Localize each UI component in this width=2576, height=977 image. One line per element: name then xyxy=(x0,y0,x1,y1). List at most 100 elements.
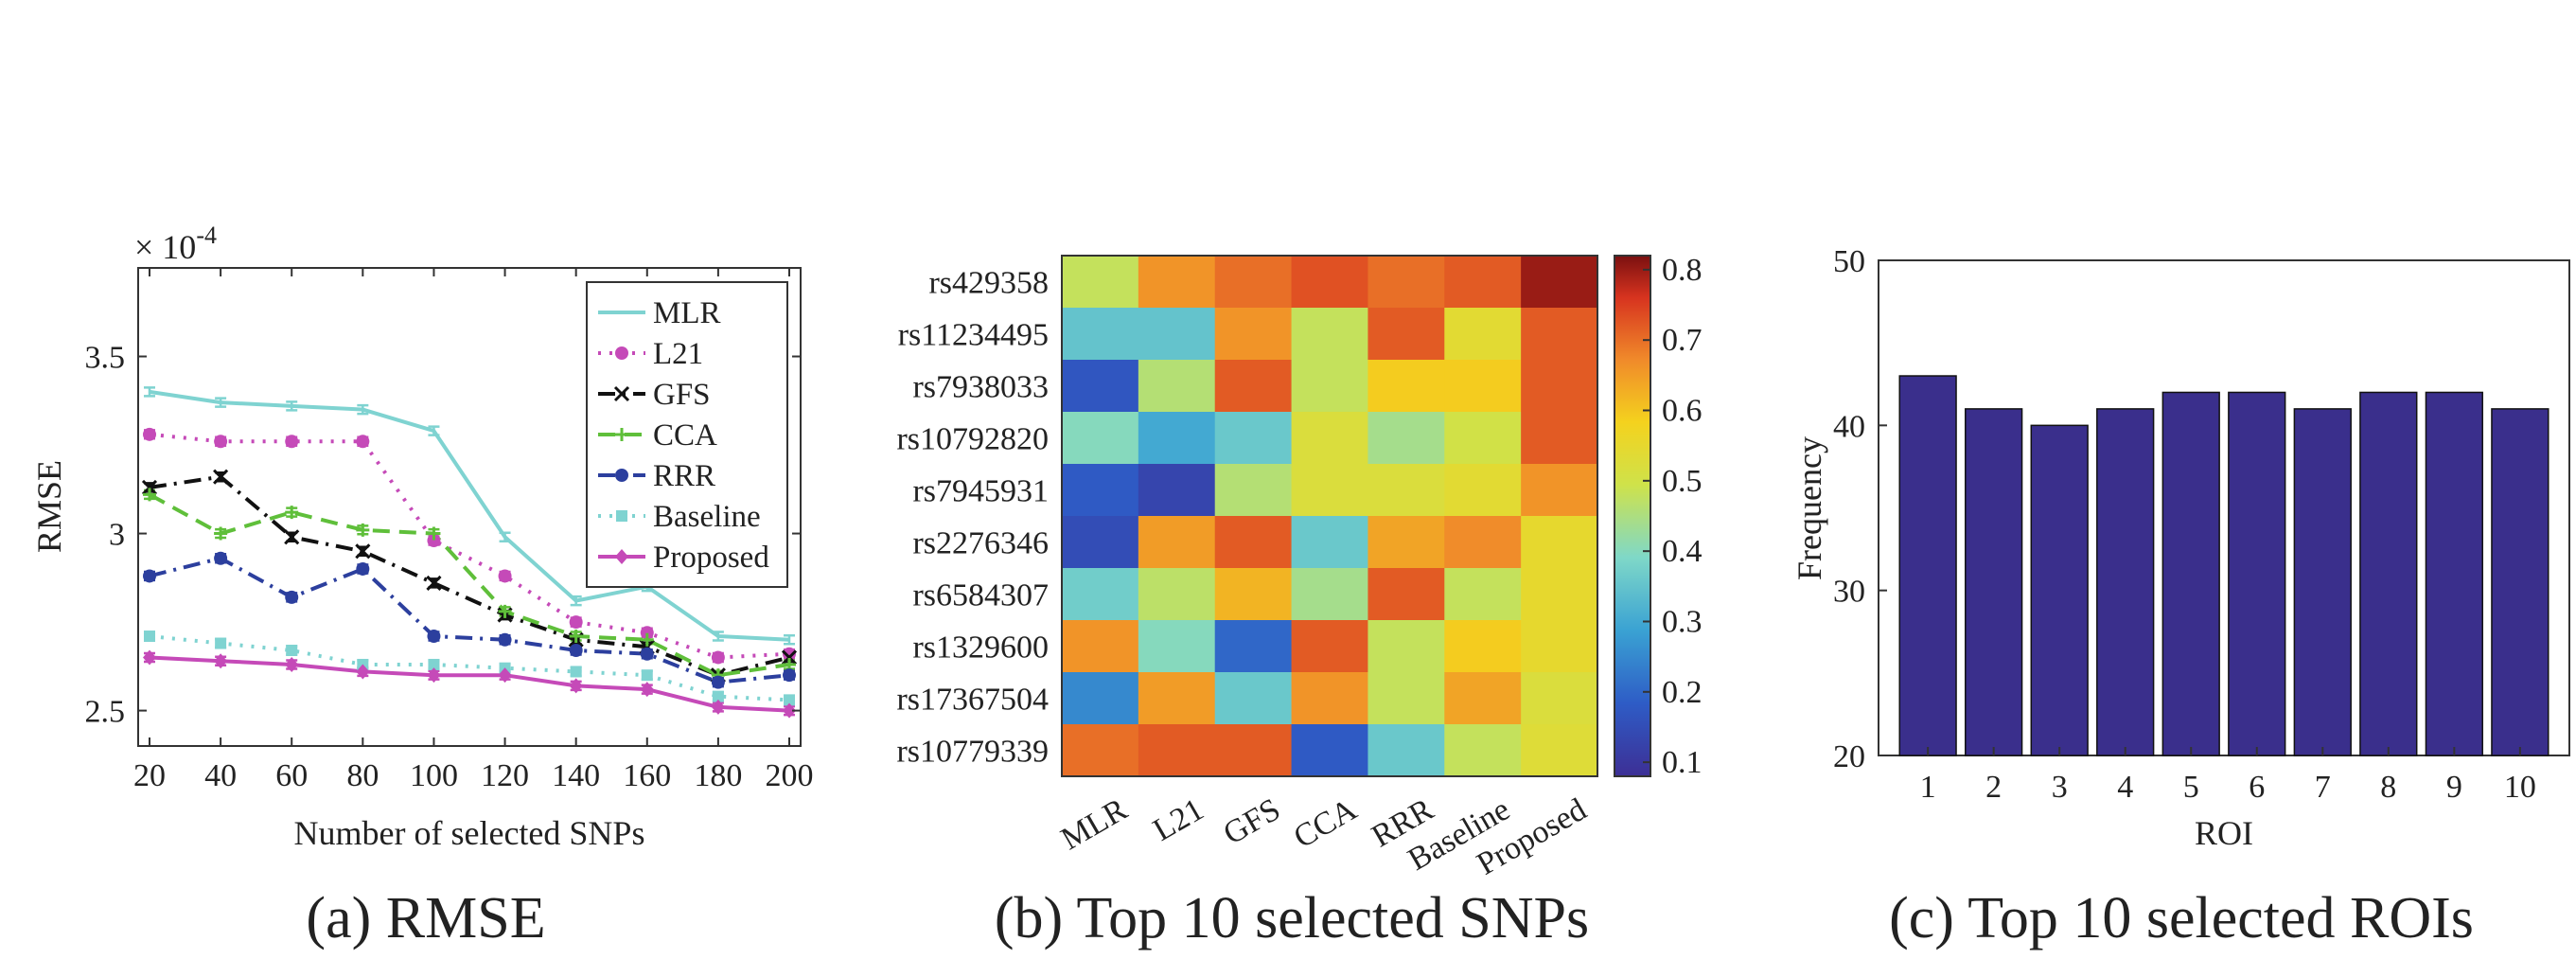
rmse-markers xyxy=(141,427,798,719)
heatmap-cell-rs7945931-rrr xyxy=(1367,464,1445,517)
heatmap-cell-rs7945931-l21 xyxy=(1138,464,1216,517)
data-point-cca xyxy=(143,488,156,502)
heatmap-cell-rs7945931-proposed xyxy=(1521,464,1598,517)
legend-label: Baseline xyxy=(653,500,761,534)
data-point-l21 xyxy=(569,615,583,630)
y-tick-label: 3 xyxy=(109,518,125,553)
series-line-proposed xyxy=(149,655,790,713)
heatmap-cell-rs1329600-rrr xyxy=(1367,620,1445,673)
heatmap-cell-rs7938033-mlr xyxy=(1062,360,1139,413)
rmse-caption: (a) RMSE xyxy=(306,886,545,950)
heatmap-cell-rs429358-rrr xyxy=(1367,256,1445,309)
colorbar-tick-label: 0.7 xyxy=(1662,323,1703,358)
heatmap-cell-rs6584307-baseline xyxy=(1444,568,1522,621)
roi-bar-3 xyxy=(2030,424,2089,756)
data-point-proposed xyxy=(427,667,441,684)
data-point-proposed xyxy=(214,653,228,669)
heatmap-cell-rs429358-l21 xyxy=(1138,256,1216,309)
heatmap-cell-rs10792820-l21 xyxy=(1138,412,1216,465)
roi-bar-9 xyxy=(2425,391,2483,756)
y-tick-label: 40 xyxy=(1833,409,1865,444)
heatmap-cell-rs429358-mlr xyxy=(1062,256,1139,309)
heatmap-row-label: rs7938033 xyxy=(912,370,1049,405)
x-tick-label: 100 xyxy=(410,758,458,793)
rmse-panel: 20 40 60 80 100 120 140 160 180 200 2.5 3 3.5 × 10-… xyxy=(30,222,814,950)
data-point-baseline xyxy=(144,631,155,643)
heatmap-cell-rs6584307-rrr xyxy=(1367,568,1445,621)
data-point-rrr xyxy=(356,561,370,576)
legend-item-baseline: Baseline xyxy=(598,500,761,534)
heatmap-cell-rs10779339-rrr xyxy=(1367,724,1445,777)
colorbar-ticks: 0.1 0.2 0.3 0.4 0.5 0.6 0.7 0.8 xyxy=(1643,253,1703,780)
colorbar-tick-label: 0.8 xyxy=(1662,253,1703,288)
heatmap-row-label: rs6584307 xyxy=(912,578,1049,613)
heatmap-cell-rs429358-baseline xyxy=(1444,256,1522,309)
rmse-y-ticks: 2.5 3 3.5 xyxy=(85,341,801,730)
heatmap-cell-rs7938033-rrr xyxy=(1367,360,1445,413)
heatmap-cells xyxy=(1062,256,1598,777)
heatmap-cell-rs11234495-baseline xyxy=(1444,308,1522,361)
x-tick-label: 120 xyxy=(481,758,529,793)
data-point-rrr xyxy=(783,668,796,683)
heatmap-cell-rs1329600-cca xyxy=(1291,620,1368,673)
data-point-cca xyxy=(640,632,654,647)
x-tick-label: 4 xyxy=(2117,770,2133,805)
legend-item-l21: L21 xyxy=(598,337,703,371)
y-tick-label: 20 xyxy=(1833,739,1865,774)
heatmap-cell-rs10779339-gfs xyxy=(1214,724,1293,777)
y-tick-label: 3.5 xyxy=(85,341,126,376)
heatmap-cell-rs429358-cca xyxy=(1291,256,1368,309)
x-tick-label: 20 xyxy=(133,758,166,793)
y-tick-label: 2.5 xyxy=(85,695,126,730)
heatmap-cell-rs6584307-mlr xyxy=(1062,568,1139,621)
data-point-cca xyxy=(569,630,583,644)
heatmap-cell-rs7938033-l21 xyxy=(1138,360,1216,413)
heatmap-cell-rs11234495-mlr xyxy=(1062,308,1139,361)
heatmap-cell-rs10792820-proposed xyxy=(1521,412,1598,465)
data-point-proposed xyxy=(640,682,654,698)
x-tick-label: 2 xyxy=(1985,770,2002,805)
heatmap-cell-rs429358-gfs xyxy=(1214,256,1293,309)
heatmap-cell-rs7938033-baseline xyxy=(1444,360,1522,413)
roi-y-ticks: 20 30 40 50 xyxy=(1833,244,1887,774)
data-point-l21 xyxy=(783,647,796,661)
heatmap-cell-rs10779339-mlr xyxy=(1062,724,1139,777)
heatmap-caption: (b) Top 10 selected SNPs xyxy=(995,886,1589,950)
data-point-gfs xyxy=(284,529,300,545)
heatmap-cell-rs11234495-proposed xyxy=(1521,308,1598,361)
rmse-x-ticks: 20 40 60 80 100 120 140 160 180 200 xyxy=(133,268,814,793)
data-point-proposed xyxy=(285,656,299,672)
rmse-x-label: Number of selected SNPs xyxy=(294,814,645,852)
data-point-baseline xyxy=(641,669,653,682)
heatmap-cell-rs11234495-cca xyxy=(1291,308,1368,361)
x-tick-label: 180 xyxy=(694,758,742,793)
heatmap-cell-rs2276346-proposed xyxy=(1521,516,1598,569)
series-line-rrr xyxy=(149,556,790,684)
roi-y-label: Frequency xyxy=(1791,436,1828,580)
data-point-l21 xyxy=(285,435,299,449)
heatmap-cell-rs6584307-cca xyxy=(1291,568,1368,621)
heatmap-cell-rs17367504-rrr xyxy=(1367,672,1445,725)
data-point-proposed xyxy=(569,678,583,694)
data-point-baseline xyxy=(428,658,440,670)
legend-marker xyxy=(616,510,627,522)
legend-label: MLR xyxy=(653,296,721,330)
heatmap-cell-rs7945931-baseline xyxy=(1444,464,1522,517)
heatmap-cell-rs17367504-baseline xyxy=(1444,672,1522,725)
heatmap-cell-rs10779339-cca xyxy=(1291,724,1368,777)
colorbar-tick-label: 0.5 xyxy=(1662,464,1703,499)
data-point-l21 xyxy=(143,427,156,441)
data-point-rrr xyxy=(143,569,156,583)
heatmap-cell-rs7938033-cca xyxy=(1291,360,1368,413)
heatmap-row-label: rs17367504 xyxy=(896,683,1049,718)
data-point-l21 xyxy=(427,534,441,548)
legend-label: RRR xyxy=(653,459,715,493)
legend-label: CCA xyxy=(653,418,717,453)
roi-bar-8 xyxy=(2359,391,2418,756)
data-point-cca xyxy=(356,523,370,537)
heatmap-cell-rs7945931-gfs xyxy=(1214,464,1293,517)
data-point-l21 xyxy=(498,569,512,583)
series-line-l21 xyxy=(149,432,790,660)
heatmap-cell-rs6584307-l21 xyxy=(1138,568,1216,621)
